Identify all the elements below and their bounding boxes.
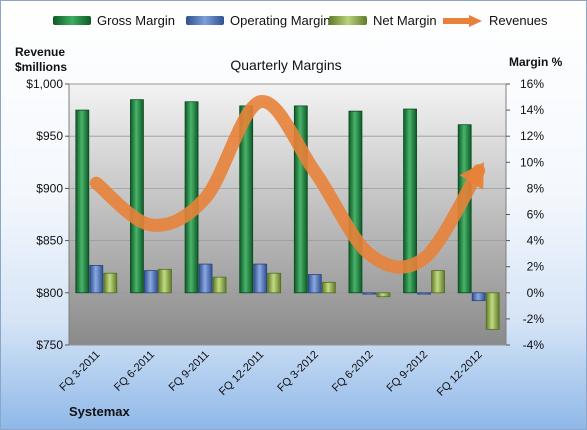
legend-swatch-gross-margin [53,16,91,25]
gross-margin-bar [75,109,90,294]
y-left-tick-label: $950 [36,129,63,143]
operating-margin-bar [144,270,158,294]
y-right-tick-label: 12% [520,129,544,143]
x-tick-label: FQ 6-2012 [330,349,376,395]
gross-margin-bar [348,110,363,294]
y-right-tick-label: 6% [527,208,545,222]
legend-label-gross-margin: Gross Margin [97,13,176,28]
legend: Gross Margin Operating Margin Net Margin… [1,13,586,37]
operating-margin-bar [253,263,268,294]
y-right-tick-label: -4% [523,338,545,352]
net-margin-bar [212,276,227,294]
x-tick-label: FQ 9-2011 [167,349,212,394]
gross-margin-bar [403,108,417,294]
net-margin-bar [103,272,118,294]
gross-margin-bar [130,99,144,294]
legend-label-revenues: Revenues [489,13,548,28]
net-margin-bar [321,281,336,294]
x-tick-label: FQ 12-2011 [217,349,266,398]
revenues-arrowhead [459,162,484,190]
net-margin-bar [267,272,282,294]
y-right-tick-label: -2% [523,312,545,326]
net-margin-bar [376,292,391,298]
arrow-right-icon [443,14,482,27]
x-tick-label: FQ 12-2012 [435,349,485,399]
legend-item-operating-margin: Operating Margin [186,13,330,28]
x-tick-label: FQ 6-2011 [112,349,157,394]
legend-item-net-margin: Net Margin [329,13,437,28]
gross-margin-bar [184,101,199,294]
net-margin-bar [485,292,500,330]
x-tick-label: FQ 3-2011 [57,349,102,394]
operating-margin-bar [89,264,104,294]
y-right-tick-label: 10% [520,155,544,169]
revenues-line [89,95,486,274]
operating-margin-bar [471,292,486,302]
chart-title: Quarterly Margins [230,57,342,73]
y-right-tick-label: 8% [527,181,545,195]
y-left-tick-label: $900 [36,181,63,195]
net-margin-bar [431,270,445,294]
legend-swatch-net-margin [329,16,367,25]
net-margin-bar [158,268,172,294]
operating-margin-bar [307,274,322,294]
company-name: Systemax [69,404,130,419]
legend-label-operating-margin: Operating Margin [230,13,331,28]
operating-margin-bar [198,263,213,294]
operating-margin-bar [362,292,377,295]
legend-label-net-margin: Net Margin [373,13,437,28]
x-tick-label: FQ 3-2012 [275,349,321,395]
legend-item-gross-margin: Gross Margin [53,13,175,28]
y-right-tick-label: 2% [527,260,545,274]
legend-swatch-operating-margin [186,16,224,25]
x-tick-label: FQ 9-2012 [385,349,431,395]
y-left-tick-label: $750 [36,338,63,352]
y-right-tick-label: 14% [520,103,544,117]
y-axis-left-label: Revenue $millions [15,45,68,74]
y-left-tick-label: $1,000 [26,77,63,91]
y-right-tick-label: 0% [527,286,545,300]
y-right-tick-label: 16% [520,77,544,91]
legend-item-revenues: Revenues [443,13,548,28]
y-axis-right-label: Margin % [509,55,563,69]
y-right-tick-label: 4% [527,234,545,248]
y-left-tick-label: $850 [36,234,63,248]
operating-margin-bar [417,292,431,295]
y-left-tick-label: $800 [36,286,63,300]
